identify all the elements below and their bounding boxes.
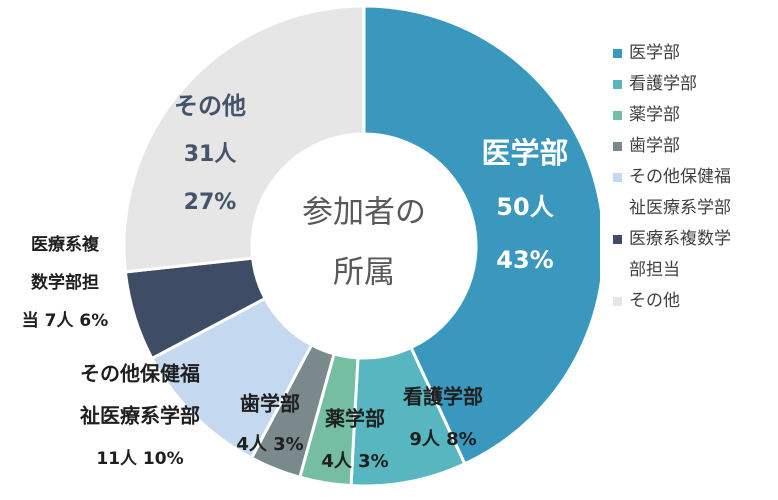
- legend-label-4-line-0: その他保健福: [629, 167, 731, 187]
- slice-label-5-line-0: 医療系複: [31, 234, 100, 255]
- legend-swatch-4: [613, 173, 622, 182]
- legend-label-6-line-0: その他: [629, 291, 680, 311]
- legend-label-5-line-0: 医療系複数学: [629, 229, 731, 249]
- legend-label-0-line-0: 医学部: [629, 43, 680, 63]
- legend-swatch-5: [613, 235, 622, 244]
- legend: 医学部 看護学部 薬学部 歯学部 その他保健福 祉医療系学部 医療系複数学 部担当 その他: [611, 38, 776, 317]
- legend-swatch-2: [613, 111, 622, 120]
- slice-6: [122, 4, 366, 274]
- slice-label-4-line-0: その他保健福: [80, 362, 200, 386]
- legend-label-5-line-1: 部担当: [629, 260, 680, 280]
- slice-label-3-line-0: 歯学部: [240, 392, 300, 416]
- slice-label-6-line-2: 27%: [184, 190, 237, 215]
- center-label-line-1: 所属: [333, 255, 395, 291]
- legend-swatch-6: [613, 297, 622, 306]
- legend-label-2-line-0: 薬学部: [629, 105, 680, 125]
- slice-label-5-line-1: 数学部担: [31, 272, 99, 293]
- legend-swatch-3: [613, 142, 622, 151]
- slice-label-4-line-1: 祉医療系学部: [80, 404, 200, 428]
- legend-item-2: 薬学部: [611, 100, 776, 131]
- slice-label-2-line-1: 4人 3%: [321, 451, 388, 472]
- legend-item-6: その他: [611, 286, 776, 317]
- legend-item-5: 医療系複数学 部担当: [611, 224, 776, 286]
- slice-label-1-line-0: 看護学部: [403, 385, 483, 409]
- legend-item-0: 医学部: [611, 38, 776, 69]
- legend-swatch-0: [613, 49, 622, 58]
- slice-label-2-line-0: 薬学部: [325, 407, 385, 431]
- legend-item-1: 看護学部: [611, 69, 776, 100]
- labels-group: 医学部 50人 43% 看護学部 9人 8% 薬学部 4人 3% 歯学部 4人 3% その他保健福…: [22, 92, 569, 472]
- legend-item-3: 歯学部: [611, 131, 776, 162]
- slice-label-6-line-1: 31人: [184, 142, 237, 167]
- slice-label-4-line-2: 11人 10%: [96, 449, 183, 469]
- legend-label-3-line-0: 歯学部: [629, 136, 680, 156]
- legend-label-1-line-0: 看護学部: [629, 74, 697, 94]
- slice-label-0-line-2: 43%: [496, 246, 553, 274]
- legend-item-4: その他保健福 祉医療系学部: [611, 162, 776, 224]
- donut-chart: 医学部 50人 43% 看護学部 9人 8% 薬学部 4人 3% 歯学部 4人 3% その他保健福…: [22, 4, 600, 488]
- slice-label-5-line-2: 当 7人 6%: [22, 310, 109, 331]
- slice-0: [362, 4, 600, 466]
- slice-label-0-line-1: 50人: [496, 193, 553, 221]
- slice-label-3-line-1: 4人 3%: [236, 434, 303, 455]
- slices-group: [122, 4, 600, 488]
- slice-label-0-line-0: 医学部: [481, 136, 568, 170]
- legend-label-4-line-1: 祉医療系学部: [629, 198, 731, 218]
- slice-label-6-line-0: その他: [174, 92, 246, 120]
- center-label-line-0: 参加者の: [302, 195, 426, 231]
- slice-label-1-line-1: 9人 8%: [409, 429, 476, 450]
- legend-swatch-1: [613, 80, 622, 89]
